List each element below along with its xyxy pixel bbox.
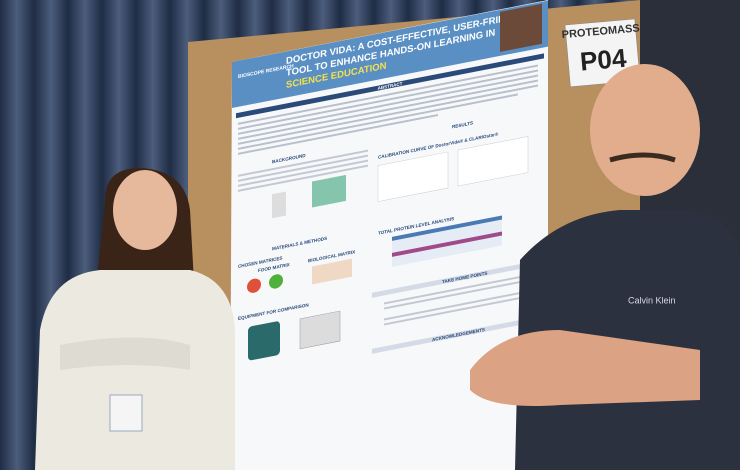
sign-card [564, 18, 641, 88]
person-left [35, 168, 235, 470]
sign: PROTEOMASS P04 [561, 18, 641, 88]
author-photo [500, 3, 542, 52]
chart-figure [457, 136, 529, 187]
section-header: BACKGROUND [272, 153, 306, 165]
badge [109, 394, 143, 432]
sweater [35, 270, 235, 470]
chart-figure [377, 151, 449, 202]
section-header: ABSTRACT [378, 81, 403, 91]
poster [230, 0, 548, 470]
poster-header [232, 0, 548, 108]
sign-code: P04 [579, 43, 628, 77]
background-text [238, 149, 368, 192]
shirt-logo: Calvin Klein [628, 295, 676, 305]
food-icon [247, 278, 261, 293]
figure [272, 191, 286, 219]
mustache [609, 152, 676, 163]
section-header: FOOD MATRIX [258, 262, 291, 273]
bar [372, 259, 542, 298]
takehome-text [384, 273, 534, 326]
table-figure [392, 231, 502, 257]
section-header: RESULTS [452, 120, 473, 129]
bar [372, 315, 542, 354]
bar [236, 53, 544, 119]
food-icon [269, 274, 283, 289]
abstract-text [238, 64, 538, 155]
device-icon [299, 310, 341, 350]
arms [60, 337, 190, 370]
head [590, 64, 700, 196]
face [113, 170, 177, 250]
person-right: Calvin Klein [470, 64, 740, 470]
tubes-icon [312, 258, 352, 285]
table-figure [392, 215, 502, 267]
arms [470, 330, 700, 406]
table-figure [392, 215, 502, 241]
figure [312, 174, 346, 208]
device-icon [248, 321, 280, 361]
